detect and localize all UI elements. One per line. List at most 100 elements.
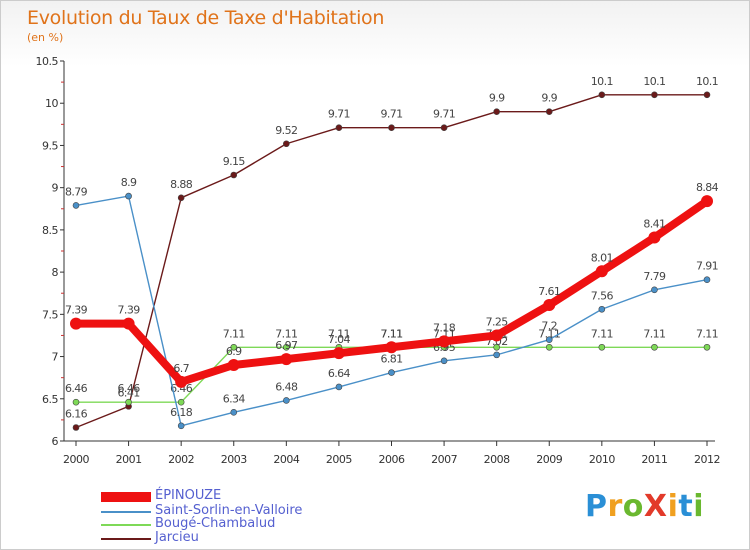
data-point-epinouze (543, 299, 556, 312)
data-point-bouge-chambalud (283, 343, 290, 351)
data-point-epinouze (595, 265, 608, 278)
data-label-jarcieu: 9.15 (223, 155, 246, 168)
data-point-epinouze (122, 317, 135, 330)
x-tick-label: 2004 (273, 453, 299, 466)
y-tick-label: 7.5 (42, 308, 58, 321)
data-point-jarcieu (545, 108, 553, 115)
data-point-epinouze (280, 353, 293, 366)
data-label-bouge-chambalud: 6.46 (65, 382, 88, 395)
legend-label-jarcieu: Jarcieu (155, 530, 199, 545)
data-point-jarcieu (388, 124, 395, 132)
data-point-jarcieu (230, 171, 238, 179)
data-label-bouge-chambalud: 7.11 (696, 327, 718, 340)
data-point-jarcieu (651, 91, 658, 99)
data-point-saint-sorlin-en-valloire (388, 369, 395, 376)
data-point-bouge-chambalud (545, 343, 553, 351)
legend-label-epinouze: ÉPINOUZE (155, 488, 222, 503)
data-point-saint-sorlin-en-valloire (335, 383, 343, 391)
x-tick-label: 2001 (116, 453, 142, 466)
legend-label-saint-sorlin: Saint-Sorlin-en-Valloire (155, 503, 303, 518)
data-point-bouge-chambalud (598, 343, 606, 351)
data-label-epinouze: 6.7 (173, 362, 189, 375)
x-tick-label: 2007 (431, 453, 457, 466)
data-label-saint-sorlin-en-valloire: 7.56 (591, 289, 614, 302)
data-label-epinouze: 7.18 (433, 321, 456, 334)
data-label-epinouze: 7.25 (486, 315, 509, 328)
data-point-epinouze (701, 195, 713, 208)
y-tick-label: 6 (52, 435, 59, 448)
data-point-bouge-chambalud (72, 398, 80, 406)
data-point-saint-sorlin-en-valloire (72, 202, 80, 209)
legend-label-bouge-chambalud: Bougé-Chambalud (155, 516, 276, 531)
x-tick-label: 2006 (379, 453, 405, 466)
data-point-jarcieu (72, 424, 80, 431)
data-point-saint-sorlin-en-valloire (177, 422, 185, 430)
data-label-jarcieu: 6.16 (65, 407, 88, 420)
data-label-epinouze: 7.39 (118, 304, 141, 317)
data-label-saint-sorlin-en-valloire: 6.81 (380, 353, 402, 366)
data-point-epinouze (70, 317, 82, 330)
y-tick-label: 9.5 (42, 139, 58, 152)
data-point-jarcieu (335, 124, 343, 132)
data-point-bouge-chambalud (125, 398, 132, 406)
x-tick-label: 2005 (326, 453, 352, 466)
logo-letter: X (643, 489, 668, 524)
legend-swatch-saint-sorlin (101, 511, 151, 513)
data-label-epinouze: 8.41 (643, 217, 665, 230)
data-label-epinouze: 6.9 (226, 345, 242, 358)
data-label-epinouze: 7.11 (380, 327, 402, 340)
data-point-epinouze (175, 375, 188, 388)
data-point-saint-sorlin-en-valloire (493, 351, 500, 359)
data-point-saint-sorlin-en-valloire (545, 336, 553, 343)
y-tick-label: 10.5 (36, 55, 59, 68)
data-label-bouge-chambalud: 7.11 (223, 327, 245, 340)
data-label-saint-sorlin-en-valloire: 7.2 (541, 320, 557, 333)
data-label-saint-sorlin-en-valloire: 8.79 (65, 185, 88, 198)
data-point-bouge-chambalud (703, 343, 711, 351)
data-point-epinouze (385, 341, 398, 354)
x-tick-label: 2010 (589, 453, 615, 466)
data-label-jarcieu: 9.71 (380, 108, 402, 121)
data-label-bouge-chambalud: 7.11 (380, 327, 402, 340)
data-point-bouge-chambalud (651, 343, 658, 351)
data-label-bouge-chambalud: 7.11 (328, 327, 350, 340)
data-point-saint-sorlin-en-valloire (440, 357, 448, 365)
data-point-jarcieu (177, 194, 185, 202)
data-label-epinouze: 7.39 (65, 304, 88, 317)
legend-swatch-bouge-chambalud (101, 524, 151, 526)
y-tick-label: 7 (52, 351, 59, 364)
x-tick-label: 2003 (221, 453, 247, 466)
data-point-saint-sorlin-en-valloire (125, 192, 132, 200)
data-label-jarcieu: 8.88 (170, 178, 193, 191)
x-tick-label: 2000 (63, 453, 89, 466)
logo-letter: i (693, 489, 704, 524)
data-label-jarcieu: 10.1 (643, 75, 665, 88)
data-point-epinouze (227, 359, 240, 371)
chart-subtitle: (en %) (27, 31, 64, 44)
logo-letter: P (585, 489, 608, 524)
proxiti-logo: ProXiti (585, 489, 704, 524)
y-tick-label: 6.5 (42, 393, 58, 406)
data-point-bouge-chambalud (230, 343, 238, 351)
y-tick-label: 8.5 (42, 224, 58, 237)
data-label-jarcieu: 9.9 (489, 92, 505, 105)
x-tick-label: 2011 (641, 453, 667, 466)
data-label-saint-sorlin-en-valloire: 6.48 (275, 380, 298, 393)
data-point-saint-sorlin-en-valloire (230, 408, 238, 416)
data-label-epinouze: 8.84 (696, 181, 719, 194)
data-point-saint-sorlin-en-valloire (283, 397, 290, 404)
chart-title: Evolution du Taux de Taxe d'Habitation (27, 7, 385, 29)
data-point-saint-sorlin-en-valloire (598, 305, 606, 313)
y-tick-label: 8 (52, 266, 59, 279)
data-label-epinouze: 7.61 (538, 285, 560, 298)
data-label-bouge-chambalud: 6.46 (170, 382, 193, 395)
data-point-bouge-chambalud (493, 343, 500, 351)
data-label-epinouze: 8.01 (591, 251, 613, 264)
data-label-jarcieu: 9.71 (328, 108, 350, 121)
data-point-epinouze (438, 335, 451, 348)
x-tick-label: 2009 (536, 453, 562, 466)
data-label-jarcieu: 9.9 (541, 92, 557, 105)
data-point-saint-sorlin-en-valloire (703, 276, 711, 284)
